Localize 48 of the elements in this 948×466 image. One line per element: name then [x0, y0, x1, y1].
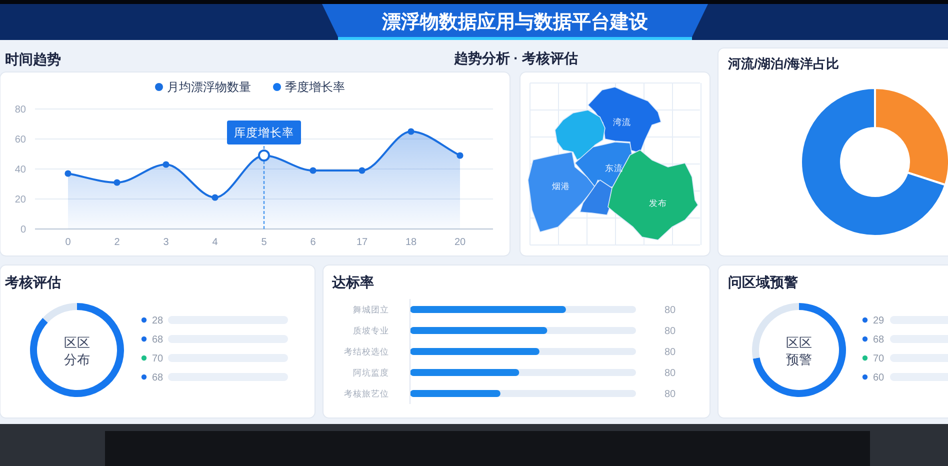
text: 29	[873, 316, 885, 326]
chart-title: 河流/湖泊/海洋占比	[727, 56, 840, 71]
text: 80	[664, 305, 676, 316]
text: 70	[873, 354, 885, 364]
text: 60	[873, 372, 885, 384]
y-tick-label: 60	[14, 134, 26, 146]
chart-title: 考核评估	[4, 274, 61, 290]
x-tick-label: 0	[65, 237, 72, 248]
x-tick-label: 5	[261, 237, 268, 248]
x-tick-label: 18	[405, 237, 417, 248]
text: 80	[664, 368, 676, 379]
text: 28	[152, 316, 164, 326]
y-tick-label: 40	[14, 164, 26, 176]
y-tick-label: 0	[20, 224, 26, 236]
y-tick-label: 20	[14, 194, 26, 206]
text: 发布	[649, 198, 667, 208]
y-tick-label: 考结校选位	[344, 346, 389, 356]
text: 区区预警	[786, 335, 812, 367]
y-tick-label: 舞城团立	[353, 304, 389, 314]
x-tick-label: 20	[454, 237, 466, 248]
text: 区区分布	[64, 335, 90, 367]
text: 烟港	[552, 181, 570, 191]
text: 80	[664, 326, 676, 337]
text: 68	[152, 334, 164, 346]
text: 趋势分析 · 考核评估	[452, 50, 578, 66]
y-tick-label: 考核旅艺位	[344, 388, 389, 398]
y-tick-label: 阿坑监度	[353, 368, 389, 378]
text: 80	[664, 347, 676, 358]
legend-label: 月均漂浮物数量	[167, 80, 251, 94]
text: 东流	[605, 163, 623, 173]
text: 漂浮物数据应用与数据平台建设	[381, 11, 649, 33]
y-tick-label: 质坡专业	[353, 326, 389, 336]
x-tick-label: 6	[310, 237, 316, 248]
x-tick-label: 17	[356, 237, 368, 248]
text: 68	[873, 334, 885, 346]
x-tick-label: 4	[212, 237, 218, 248]
legend-label: 季度增长率	[285, 80, 345, 94]
chart-title: 问区域预警	[728, 274, 798, 290]
x-tick-label: 3	[163, 237, 170, 248]
x-tick-label: 2	[114, 237, 120, 248]
text: 68	[152, 372, 164, 384]
text: 湾流	[613, 117, 631, 127]
chart-title: 时间趋势	[5, 51, 61, 67]
text: 70	[152, 354, 164, 364]
annotation: 厍度增长率	[234, 126, 294, 140]
y-tick-label: 80	[14, 104, 26, 116]
chart-title: 达标率	[331, 274, 374, 290]
text: 80	[664, 389, 676, 400]
